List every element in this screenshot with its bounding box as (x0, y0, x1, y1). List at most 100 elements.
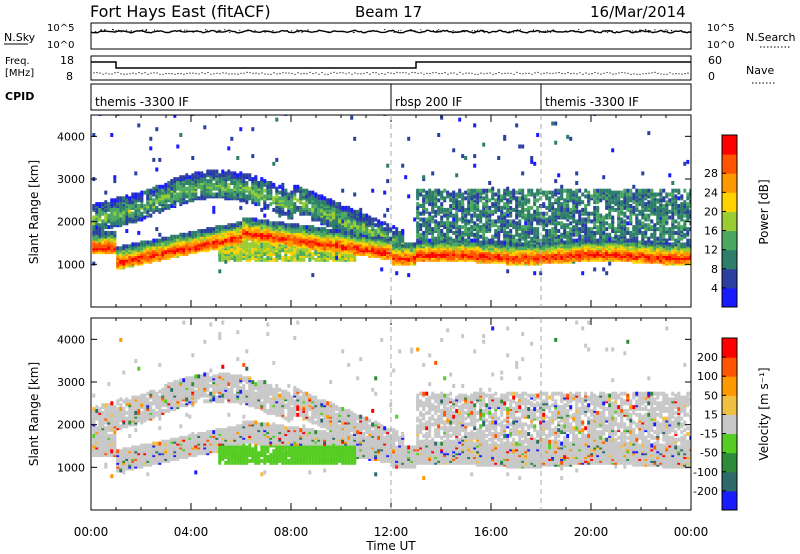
data-cell (128, 196, 132, 201)
data-cell (557, 188, 561, 193)
data-cell (578, 188, 582, 193)
nave-tick-top: 60 (708, 54, 722, 67)
nsearch-tick-bottom: 10^0 (707, 40, 734, 51)
data-cell (488, 213, 492, 218)
nave-dot (432, 72, 434, 74)
data-cell (455, 173, 459, 178)
nave-dot (234, 73, 236, 75)
data-cell (299, 225, 303, 230)
data-cell (416, 202, 420, 207)
data-cell (191, 192, 195, 197)
data-cell (533, 209, 537, 214)
nave-dot (237, 73, 239, 75)
nsearch-dot (519, 29, 522, 31)
nave-dot (315, 72, 317, 74)
data-cell (578, 213, 582, 218)
data-cell (212, 169, 216, 174)
data-cell (524, 207, 528, 212)
data-cell (248, 196, 252, 201)
data-cell (266, 255, 270, 260)
data-cell (512, 188, 516, 193)
nave-dot (576, 73, 578, 75)
data-cell (572, 204, 576, 208)
data-cell (167, 236, 171, 241)
data-cell (335, 209, 339, 214)
data-cell (473, 188, 477, 193)
data-cell (185, 179, 189, 184)
nsearch-dot (495, 31, 497, 33)
data-cell (332, 219, 336, 224)
data-cell (542, 238, 546, 243)
data-cell (107, 213, 111, 218)
nave-dot (501, 73, 503, 75)
data-cell (503, 134, 507, 139)
data-cell (137, 196, 141, 201)
data-cell (638, 240, 642, 245)
data-cell (221, 225, 225, 230)
nsearch-dot (118, 29, 120, 31)
data-cell (500, 198, 504, 203)
data-cell (470, 217, 474, 222)
data-cell (311, 190, 315, 195)
data-cell (416, 229, 420, 233)
data-cell (281, 190, 285, 195)
data-cell (350, 115, 354, 120)
data-cell (203, 173, 207, 178)
data-cell (632, 184, 636, 189)
nave-dot (375, 72, 377, 74)
cpid-marks: themis -3300 IF rbsp 200 IF themis -3300 I… (95, 84, 639, 110)
data-cell (125, 207, 129, 212)
data-cell (218, 250, 222, 255)
data-cell (155, 238, 159, 243)
data-cell (632, 236, 636, 241)
data-cell (434, 236, 438, 241)
data-cell (479, 219, 483, 224)
data-cell (593, 196, 597, 201)
data-cell (446, 219, 450, 224)
nave-dot (357, 73, 359, 75)
data-cell (614, 190, 618, 195)
data-cell (536, 211, 540, 216)
data-cell (395, 227, 399, 232)
data-cell (305, 248, 309, 253)
data-cell (314, 227, 318, 232)
data-cell (563, 202, 567, 207)
data-cell (620, 194, 624, 199)
data-cell (326, 252, 330, 256)
data-cell (575, 188, 579, 193)
data-cell (338, 209, 342, 214)
data-cell (437, 238, 441, 243)
data-cell (470, 230, 474, 235)
data-cell (305, 225, 309, 230)
data-cell (497, 196, 501, 201)
data-cell (452, 238, 456, 243)
data-cell (548, 202, 552, 207)
data-cell (131, 204, 135, 208)
nsearch-dot (157, 30, 159, 32)
data-cell (176, 192, 180, 197)
data-cell (227, 182, 231, 187)
data-cell (614, 200, 618, 205)
nave-dot (582, 73, 584, 75)
data-cell (458, 194, 462, 199)
data-cell (353, 136, 357, 141)
nsearch-dot (522, 31, 524, 33)
data-cell (224, 259, 228, 264)
data-cell (323, 219, 327, 224)
nave-dot (381, 72, 383, 75)
data-cell (257, 219, 261, 224)
data-cell (614, 196, 618, 201)
nsearch-dot (142, 29, 144, 31)
nave-dot (195, 72, 197, 75)
data-cell (560, 205, 564, 210)
data-cell (581, 271, 585, 276)
data-cell (383, 221, 387, 226)
data-cell (179, 194, 183, 199)
data-cell (467, 232, 471, 237)
nsearch-dot (607, 31, 609, 33)
data-cell (425, 207, 429, 212)
nsearch-dot (95, 31, 97, 33)
nave-dot (441, 72, 443, 75)
data-cell (509, 219, 513, 224)
